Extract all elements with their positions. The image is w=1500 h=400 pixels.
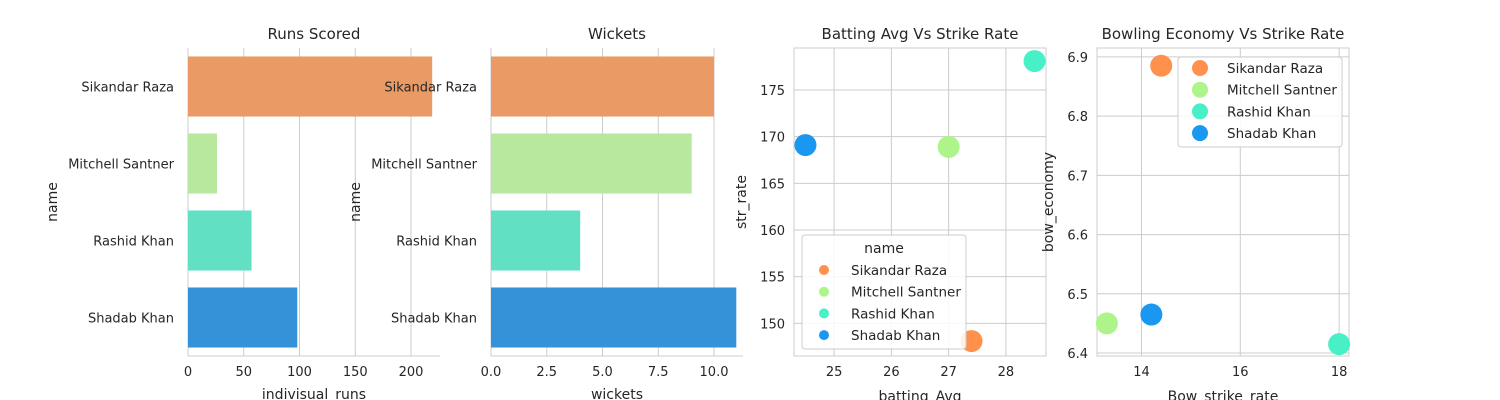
x-tick-label: 26 — [883, 365, 900, 380]
y-tick-label: 6.7 — [1067, 169, 1088, 184]
bar — [491, 133, 692, 194]
legend-label: Mitchell Santner — [851, 285, 961, 301]
legend-label: Shadab Khan — [851, 328, 940, 344]
legend-title: name — [864, 241, 904, 257]
y-tick-label: 165 — [760, 177, 785, 192]
legend-marker — [1192, 60, 1208, 76]
x-tick-label: 0 — [184, 365, 192, 380]
legend-frame — [1177, 56, 1343, 148]
scatter-point — [1023, 50, 1046, 73]
y-tick-label: Sikandar Raza — [384, 81, 477, 96]
x-tick-label: 27 — [940, 365, 957, 380]
chart-2: Wickets 0.0 2.5 5.0 7.5 10.0 Sikandar Raza Mitc… — [348, 25, 743, 400]
y-tick-label: Rashid Khan — [396, 235, 477, 250]
chart-title: Bowling Economy Vs Strike Rate — [1102, 25, 1345, 43]
x-tick-label: 50 — [235, 365, 252, 380]
scatter-point — [1150, 54, 1173, 77]
legend-label: Shadab Khan — [1227, 126, 1316, 142]
legend-label: Sikandar Raza — [1227, 61, 1323, 77]
axis-frame — [793, 47, 1047, 357]
x-tick-label: 16 — [1232, 365, 1249, 380]
legend-frame — [801, 234, 967, 350]
y-tick-label: Mitchell Santner — [371, 158, 477, 173]
x-tick-label: 0.0 — [481, 365, 502, 380]
legend-marker — [1192, 125, 1208, 142]
chart-title: Wickets — [588, 25, 646, 43]
y-axis-label: name — [348, 182, 364, 222]
y-tick-label: 155 — [760, 271, 785, 286]
y-tick-label: 170 — [760, 131, 785, 146]
x-tick-label: 150 — [343, 365, 368, 380]
bar — [188, 210, 252, 271]
x-tick-label: 14 — [1133, 365, 1150, 380]
y-tick-label: Rashid Khan — [93, 235, 174, 250]
bar — [188, 133, 217, 194]
legend-marker — [819, 265, 829, 275]
legend-marker — [819, 308, 829, 319]
x-axis-label: Bow_strike_rate — [1168, 389, 1279, 400]
y-tick-label: 6.6 — [1067, 229, 1088, 244]
legend-marker — [819, 330, 829, 341]
x-tick-label: 5.0 — [592, 365, 613, 380]
x-tick-label: 7.5 — [648, 365, 669, 380]
legend-marker — [819, 286, 829, 297]
legend: Sikandar Raza Mitchell Santner Rashid Khan… — [1177, 56, 1343, 148]
x-tick-label: 25 — [826, 365, 843, 380]
chart-title: Runs Scored — [268, 25, 361, 43]
x-tick-label: 18 — [1331, 365, 1348, 380]
y-tick-label: 150 — [760, 317, 785, 332]
scatter-point — [937, 135, 960, 158]
legend-marker — [1192, 103, 1208, 120]
scatter-point — [1140, 303, 1163, 326]
x-tick-label: 2.5 — [536, 365, 557, 380]
y-tick-label: Mitchell Santner — [68, 158, 174, 173]
y-tick-label: 175 — [760, 84, 785, 99]
x-axis-label: wickets — [591, 387, 643, 400]
bar — [491, 210, 581, 271]
y-tick-label: Shadab Khan — [88, 312, 174, 327]
chart-3: Batting Avg Vs Strike Rate 25 26 27 28 150 155… — [734, 25, 1047, 400]
y-axis-label: name — [45, 182, 61, 222]
bar — [491, 287, 737, 348]
bar — [188, 56, 433, 117]
y-tick-label: 6.9 — [1067, 51, 1088, 66]
legend-label: Rashid Khan — [1227, 104, 1311, 120]
x-axis-label: indivisual_runs — [262, 387, 366, 400]
legend-label: Mitchell Santner — [1227, 83, 1337, 99]
x-tick-label: 100 — [287, 365, 312, 380]
legend-label: Sikandar Raza — [851, 263, 947, 279]
y-axis-label: bow_economy — [1041, 152, 1057, 252]
y-tick-label: 160 — [760, 224, 785, 239]
legend-label: Rashid Khan — [851, 306, 935, 322]
scatter-point — [1328, 333, 1351, 356]
chart-title: Batting Avg Vs Strike Rate — [822, 25, 1019, 43]
scatter-point — [1095, 312, 1118, 335]
legend-marker — [1192, 81, 1208, 98]
x-tick-label: 28 — [998, 365, 1015, 380]
x-axis-label: batting_Avg — [878, 389, 961, 400]
legend: name Sikandar Raza Mitchell Santner Rashid … — [801, 234, 967, 350]
bar — [491, 56, 715, 117]
chart-1: Runs Scored 0 50 100 150 200 Sikandar Raza Mitc… — [45, 25, 440, 400]
y-tick-label: 6.4 — [1067, 347, 1088, 362]
y-tick-label: 6.8 — [1067, 110, 1088, 125]
x-tick-label: 200 — [399, 365, 424, 380]
y-tick-label: 6.5 — [1067, 288, 1088, 303]
y-tick-label: Shadab Khan — [391, 312, 477, 327]
scatter-point — [794, 134, 817, 157]
y-tick-label: Sikandar Raza — [81, 81, 174, 96]
chart-4: Bowling Economy Vs Strike Rate 14 16 18 6.4 6… — [1041, 25, 1351, 400]
axis-frame — [1096, 47, 1350, 357]
bar — [188, 287, 298, 348]
y-axis-label: str_rate — [734, 175, 750, 229]
x-tick-label: 10.0 — [700, 365, 729, 380]
